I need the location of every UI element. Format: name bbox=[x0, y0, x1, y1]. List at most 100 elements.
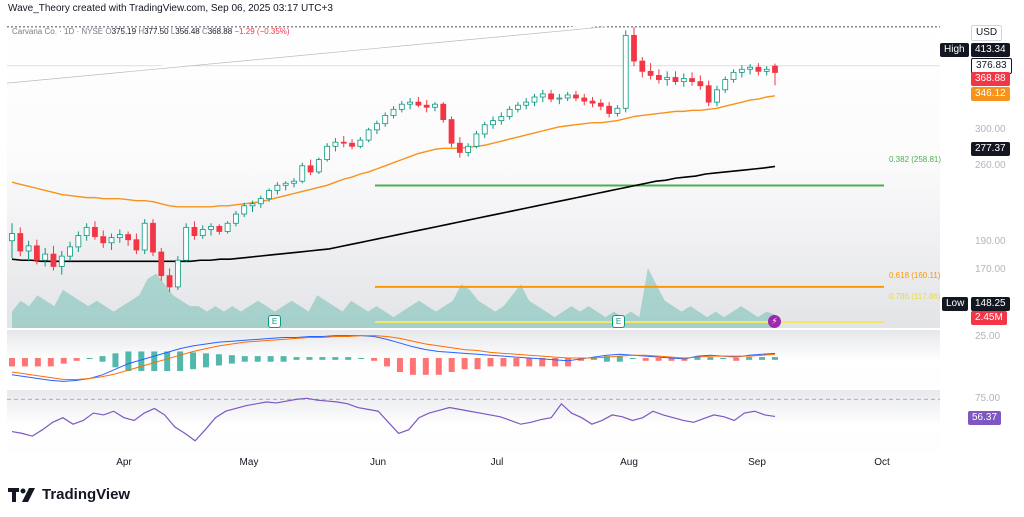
macd-histogram-bar bbox=[138, 351, 145, 372]
fib-0786-label: 0.786 (117.86) bbox=[889, 292, 941, 301]
high-value: 413.34 bbox=[971, 43, 1010, 57]
candle-body bbox=[42, 253, 49, 261]
macd-histogram-bar bbox=[267, 356, 274, 362]
macd-histogram-bar bbox=[565, 358, 572, 367]
candle-body bbox=[67, 246, 73, 257]
candle-body bbox=[465, 145, 472, 153]
candle-body bbox=[25, 245, 32, 252]
candle-body bbox=[233, 213, 239, 224]
legend-low: 356.48 bbox=[175, 27, 200, 36]
candle-body bbox=[307, 165, 314, 173]
candle-body bbox=[631, 34, 637, 62]
volume-area bbox=[12, 268, 775, 328]
macd-histogram-bar bbox=[409, 358, 416, 375]
macd-histogram-bar bbox=[733, 358, 740, 361]
diagonal-trendline-shadow bbox=[7, 26, 606, 84]
fib-0618-label: 0.618 (160.11) bbox=[889, 271, 941, 280]
macd-pane[interactable] bbox=[7, 330, 940, 386]
rsi-chart[interactable] bbox=[7, 390, 940, 450]
tradingview-logo[interactable]: TradingView bbox=[8, 486, 130, 503]
candle-body bbox=[241, 205, 248, 215]
candle-body bbox=[531, 96, 538, 103]
currency-button[interactable]: USD bbox=[971, 25, 1003, 41]
macd-histogram-bar bbox=[396, 358, 403, 372]
tradingview-logo-icon bbox=[8, 487, 35, 502]
candle-body bbox=[664, 77, 671, 80]
macd-histogram-bar bbox=[552, 358, 559, 367]
rsi-line bbox=[11, 397, 776, 442]
low-value: 148.25 bbox=[971, 297, 1010, 311]
rsi-pane[interactable] bbox=[7, 390, 940, 450]
candle-body bbox=[730, 71, 737, 80]
candle-body bbox=[374, 123, 380, 131]
date-tick-jul: Jul bbox=[490, 457, 504, 468]
sma200-line bbox=[11, 165, 776, 263]
candle-body bbox=[357, 139, 364, 147]
low-label: Low bbox=[942, 297, 969, 311]
macd-histogram-bar bbox=[86, 358, 93, 359]
candle-body bbox=[365, 129, 372, 141]
macd-histogram-bar bbox=[215, 354, 222, 366]
candle-body bbox=[92, 226, 98, 238]
candle-body bbox=[622, 34, 629, 109]
macd-histogram-bar bbox=[720, 358, 727, 359]
macd-histogram-bar bbox=[422, 358, 429, 375]
legend-change: −1.29 (−0.35%) bbox=[234, 27, 290, 36]
date-tick-sep: Sep bbox=[748, 457, 766, 468]
macd-histogram-bar bbox=[202, 353, 209, 368]
candle-body bbox=[158, 251, 165, 277]
legend-open: 375.19 bbox=[111, 27, 137, 36]
legend-high-label: H bbox=[138, 27, 145, 36]
macd-histogram-bar bbox=[293, 357, 300, 360]
candle-body bbox=[382, 115, 389, 125]
candle-body bbox=[100, 236, 107, 244]
candle-body bbox=[556, 97, 563, 100]
candle-body bbox=[324, 145, 331, 161]
earnings-event-icon[interactable]: E bbox=[268, 315, 281, 328]
candle-body bbox=[656, 75, 662, 80]
macd-histogram-bar bbox=[190, 352, 197, 370]
candle-body bbox=[481, 124, 488, 135]
earnings-event-icon[interactable]: E bbox=[612, 315, 625, 328]
macd-histogram-bar bbox=[60, 358, 67, 364]
candle-body bbox=[224, 222, 231, 232]
candle-body bbox=[108, 237, 115, 244]
legend-close: 368.88 bbox=[207, 27, 233, 36]
date-tick-apr: Apr bbox=[116, 457, 132, 468]
macd-histogram-bar bbox=[655, 358, 662, 361]
candle-body bbox=[473, 133, 480, 147]
price-pane[interactable] bbox=[7, 20, 940, 328]
price-tick-190: 190.00 bbox=[975, 236, 1006, 247]
macd-histogram-bar bbox=[384, 358, 391, 367]
macd-histogram-bar bbox=[177, 351, 184, 372]
legend-high: 377.50 bbox=[144, 27, 169, 36]
macd-histogram-bar bbox=[164, 351, 171, 372]
candle-body bbox=[340, 141, 347, 144]
candle-body bbox=[647, 70, 654, 76]
price-chart[interactable] bbox=[7, 20, 940, 328]
candle-body bbox=[75, 235, 82, 248]
high-label: High bbox=[940, 43, 969, 57]
candle-body bbox=[614, 107, 621, 114]
macd-histogram-bar bbox=[241, 356, 248, 362]
macd-histogram-bar bbox=[306, 357, 313, 360]
rsi-tick: 75.00 bbox=[975, 393, 1001, 404]
macd-histogram-bar bbox=[707, 357, 714, 360]
macd-histogram-bar bbox=[461, 358, 468, 370]
macd-chart[interactable] bbox=[7, 330, 940, 386]
candle-body bbox=[548, 93, 554, 100]
macd-histogram-bar bbox=[21, 358, 28, 367]
candle-body bbox=[17, 233, 24, 252]
macd-tick: 25.00 bbox=[975, 331, 1001, 342]
macd-histogram-bar bbox=[694, 357, 701, 360]
candle-body bbox=[440, 103, 447, 120]
legend-symbol[interactable]: Carvana Co. · 1D · NYSE bbox=[12, 27, 104, 36]
ema50-line bbox=[11, 95, 776, 208]
macd-histogram-bar bbox=[112, 353, 119, 368]
macd-histogram-bar bbox=[34, 358, 41, 367]
candle-body bbox=[506, 108, 513, 117]
flash-event-icon[interactable]: ⚡ bbox=[768, 315, 781, 328]
candle-body bbox=[257, 198, 264, 205]
candle-body bbox=[606, 105, 613, 114]
macd-histogram-bar bbox=[435, 358, 442, 375]
